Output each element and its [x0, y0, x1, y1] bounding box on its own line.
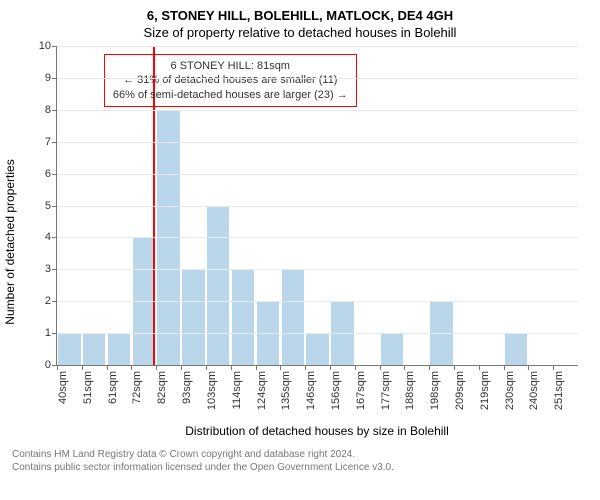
bar — [505, 333, 527, 365]
address-title: 6, STONEY HILL, BOLEHILL, MATLOCK, DE4 4… — [12, 8, 588, 23]
bar — [282, 269, 304, 365]
gridline — [57, 333, 578, 334]
gridline — [57, 110, 578, 111]
bar — [182, 269, 204, 365]
x-tick-label: 72sqm — [131, 371, 143, 404]
x-tick-label: 167sqm — [355, 371, 367, 410]
footer: Contains HM Land Registry data © Crown c… — [12, 448, 588, 474]
x-tick-mark — [355, 365, 356, 370]
y-tick-mark — [52, 46, 57, 47]
x-tick-mark — [57, 365, 58, 370]
x-tick-mark — [231, 365, 232, 370]
plot-area: 40sqm51sqm61sqm72sqm82sqm93sqm103sqm114s… — [56, 46, 578, 366]
bar — [306, 333, 328, 365]
x-tick-label: 61sqm — [107, 371, 119, 404]
x-tick-mark — [280, 365, 281, 370]
y-tick-mark — [52, 301, 57, 302]
x-tick-label: 230sqm — [504, 371, 516, 410]
y-tick-mark — [52, 174, 57, 175]
x-tick-mark — [82, 365, 83, 370]
bar — [381, 333, 403, 365]
chart-wrap: Number of detached properties 40sqm51sqm… — [12, 46, 588, 438]
x-tick-mark — [131, 365, 132, 370]
gridline — [57, 142, 578, 143]
x-tick-mark — [256, 365, 257, 370]
x-tick-mark — [528, 365, 529, 370]
y-tick-mark — [52, 78, 57, 79]
y-tick-mark — [52, 110, 57, 111]
bar — [232, 269, 254, 365]
x-tick-label: 219sqm — [479, 371, 491, 410]
x-tick-mark — [479, 365, 480, 370]
gridline — [57, 78, 578, 79]
x-tick-label: 124sqm — [256, 371, 268, 410]
y-axis-label: Number of detached properties — [3, 159, 17, 324]
x-tick-mark — [404, 365, 405, 370]
x-tick-label: 93sqm — [181, 371, 193, 404]
x-tick-mark — [305, 365, 306, 370]
x-tick-mark — [553, 365, 554, 370]
x-tick-label: 103sqm — [206, 371, 218, 410]
x-axis-label: Distribution of detached houses by size … — [56, 424, 578, 438]
x-tick-label: 177sqm — [380, 371, 392, 410]
x-tick-mark — [429, 365, 430, 370]
bar — [83, 333, 105, 365]
y-tick-mark — [52, 142, 57, 143]
x-tick-label: 251sqm — [553, 371, 565, 410]
x-tick-mark — [454, 365, 455, 370]
y-tick-mark — [52, 206, 57, 207]
x-tick-label: 82sqm — [156, 371, 168, 404]
gridline — [57, 269, 578, 270]
x-tick-label: 209sqm — [454, 371, 466, 410]
subtitle: Size of property relative to detached ho… — [12, 25, 588, 40]
x-tick-label: 40sqm — [57, 371, 69, 404]
x-tick-mark — [330, 365, 331, 370]
x-tick-mark — [504, 365, 505, 370]
gridline — [57, 206, 578, 207]
x-tick-mark — [107, 365, 108, 370]
x-tick-label: 198sqm — [429, 371, 441, 410]
gridline — [57, 46, 578, 47]
x-tick-label: 156sqm — [330, 371, 342, 410]
chart-container: 6, STONEY HILL, BOLEHILL, MATLOCK, DE4 4… — [0, 0, 600, 500]
bar — [207, 206, 229, 366]
gridline — [57, 174, 578, 175]
x-tick-mark — [206, 365, 207, 370]
footer-line1: Contains HM Land Registry data © Crown c… — [12, 448, 588, 461]
y-tick-mark — [52, 333, 57, 334]
annotation-box: 6 STONEY HILL: 81sqm← 31% of detached ho… — [104, 54, 357, 107]
x-tick-label: 114sqm — [231, 371, 243, 409]
x-tick-label: 240sqm — [528, 371, 540, 410]
gridline — [57, 237, 578, 238]
footer-line2: Contains public sector information licen… — [12, 461, 588, 474]
x-tick-label: 51sqm — [82, 371, 94, 404]
x-tick-mark — [156, 365, 157, 370]
x-tick-label: 188sqm — [404, 371, 416, 410]
y-tick-mark — [52, 269, 57, 270]
x-tick-mark — [181, 365, 182, 370]
annotation-line: ← 31% of detached houses are smaller (11… — [113, 73, 348, 87]
x-tick-label: 146sqm — [305, 371, 317, 410]
plot-outer: 40sqm 51sqm 61sqm 72sqm 82sqm 93sqm 103sqm 114s… — [56, 46, 578, 438]
y-tick-mark — [52, 365, 57, 366]
bar — [108, 333, 130, 365]
annotation-line: 6 STONEY HILL: 81sqm — [113, 59, 348, 73]
annotation-line: 66% of semi-detached houses are larger (… — [113, 88, 348, 102]
x-tick-label: 135sqm — [280, 371, 292, 410]
gridline — [57, 301, 578, 302]
bar — [58, 333, 80, 365]
y-tick-mark — [52, 237, 57, 238]
x-tick-mark — [380, 365, 381, 370]
